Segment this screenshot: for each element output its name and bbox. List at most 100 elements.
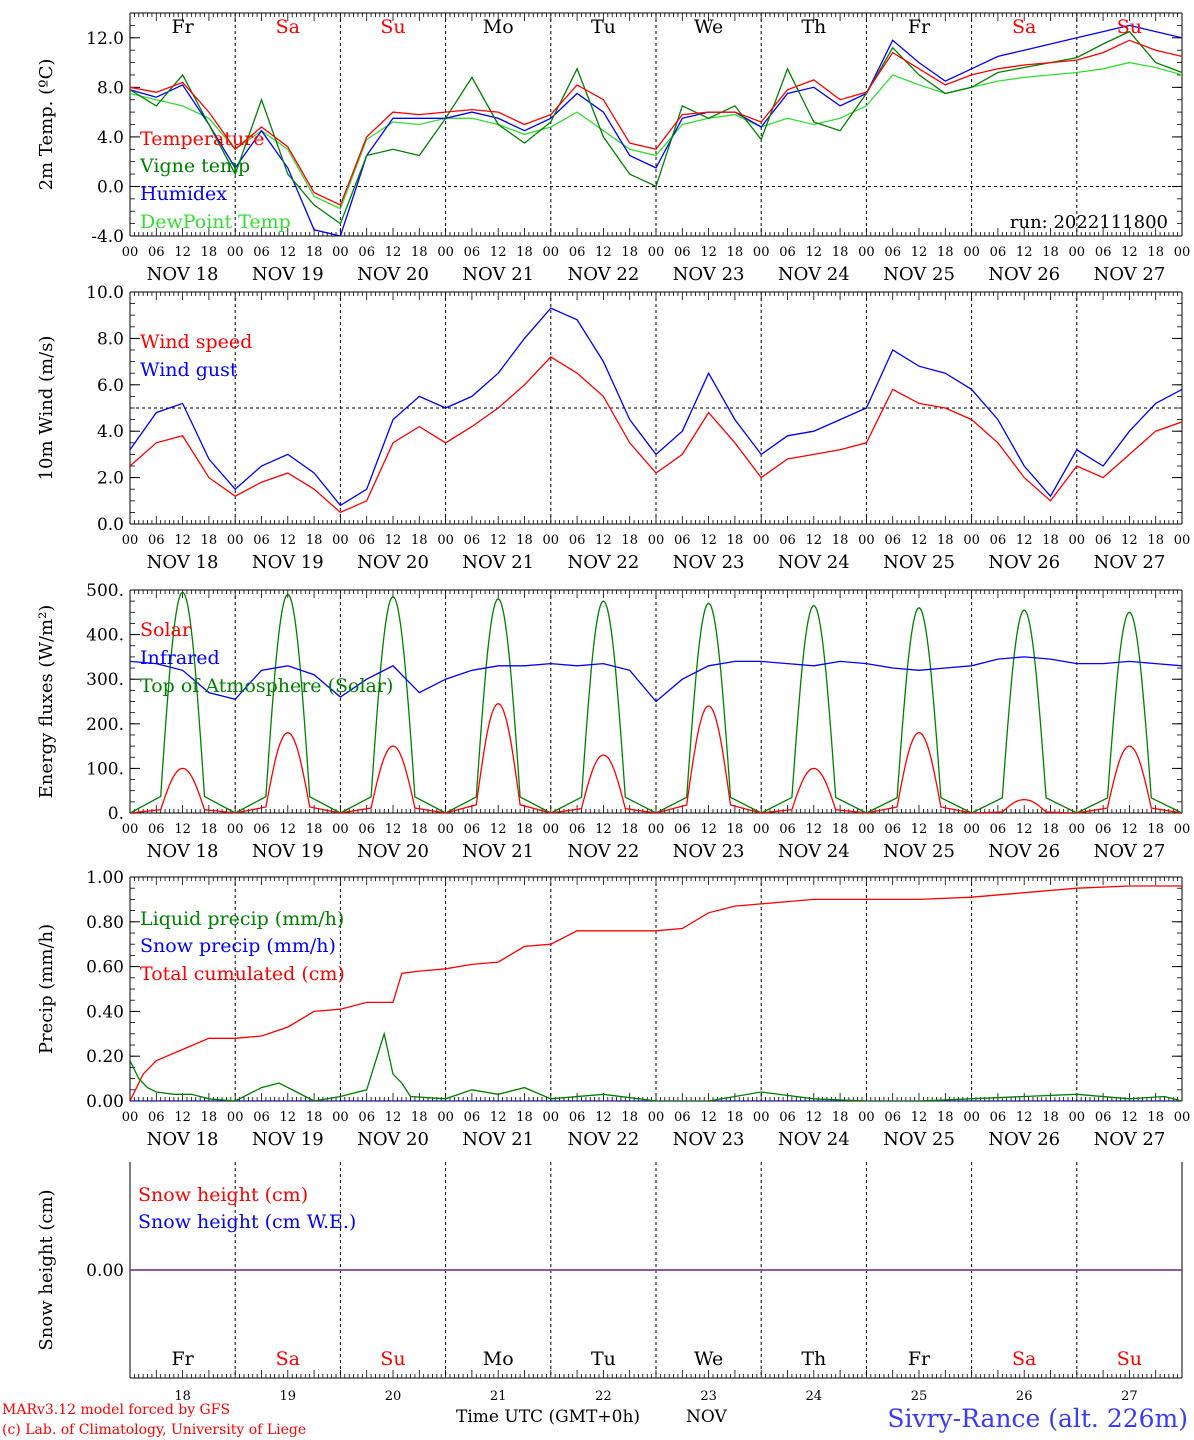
- series-line-infrared: [130, 656, 1182, 703]
- hour-label: 00: [437, 1110, 454, 1125]
- weekday-label: Fr: [908, 1348, 931, 1370]
- hour-label: 12: [1121, 1110, 1138, 1125]
- hour-label: 12: [595, 533, 612, 548]
- date-label: NOV 25: [883, 1129, 955, 1150]
- y-tick-label: 400.: [86, 626, 124, 646]
- hour-label: 06: [674, 245, 691, 260]
- hour-label: 18: [727, 1110, 744, 1125]
- hour-label: 18: [937, 533, 954, 548]
- hour-label: 18: [832, 245, 849, 260]
- date-label: NOV 27: [1093, 552, 1165, 573]
- hour-label: 12: [1016, 1110, 1033, 1125]
- date-label: NOV 23: [673, 1129, 745, 1150]
- date-label: NOV 20: [357, 264, 429, 285]
- hour-label: 06: [990, 245, 1007, 260]
- day-number: 27: [1121, 1389, 1138, 1404]
- y-tick-label: 4.0: [97, 422, 124, 442]
- hour-label: 00: [1069, 245, 1086, 260]
- date-label: NOV 27: [1093, 264, 1165, 285]
- hour-label: 12: [1016, 533, 1033, 548]
- hour-label: 12: [1016, 245, 1033, 260]
- weekday-label: Su: [1117, 16, 1142, 38]
- y-axis-title: 10m Wind (m/s): [36, 336, 57, 481]
- series-line-liquid-precip-mm-h-: [130, 1031, 1182, 1101]
- hour-label: 00: [963, 1110, 980, 1125]
- hour-label: 00: [963, 533, 980, 548]
- hour-label: 00: [227, 245, 244, 260]
- hour-label: 06: [569, 822, 586, 837]
- hour-label: 06: [464, 245, 481, 260]
- series-line-dewpoint-temp: [130, 61, 1182, 210]
- hour-label: 06: [253, 1110, 270, 1125]
- hour-label: 06: [464, 822, 481, 837]
- hour-label: 12: [595, 1110, 612, 1125]
- weekday-label: Th: [801, 1348, 826, 1370]
- date-label: NOV 19: [252, 264, 324, 285]
- legend-infrared: Infrared: [140, 647, 220, 669]
- y-axis-title: Energy fluxes (W/m²): [36, 605, 57, 799]
- date-label: NOV 26: [988, 552, 1060, 573]
- legend-vigne-temp: Vigne temp: [139, 155, 250, 177]
- hour-label: 18: [201, 822, 218, 837]
- hour-label: 12: [595, 245, 612, 260]
- y-tick-label: 1.00: [86, 868, 124, 888]
- date-label: NOV 25: [883, 552, 955, 573]
- date-label: NOV 23: [673, 841, 745, 862]
- weekday-label: Fr: [908, 16, 931, 38]
- hour-label: 06: [464, 533, 481, 548]
- hour-label: 00: [122, 245, 139, 260]
- hour-label: 00: [332, 822, 349, 837]
- date-label: NOV 27: [1093, 1129, 1165, 1150]
- hour-label: 18: [621, 533, 638, 548]
- hour-label: 00: [543, 533, 560, 548]
- series-line-humidex: [130, 24, 1182, 236]
- legend-humidex: Humidex: [140, 183, 227, 205]
- hour-label: 12: [595, 822, 612, 837]
- hour-label: 18: [937, 245, 954, 260]
- legend-snow-height-cm-: Snow height (cm): [138, 1184, 308, 1206]
- hour-label: 18: [832, 1110, 849, 1125]
- legend-wind-speed: Wind speed: [140, 331, 252, 353]
- weekday-label: Su: [380, 16, 405, 38]
- date-label: NOV 24: [778, 841, 850, 862]
- hour-label: 12: [700, 822, 717, 837]
- date-label: NOV 18: [147, 841, 219, 862]
- hour-label: 18: [516, 245, 533, 260]
- hour-label: 00: [858, 533, 875, 548]
- hour-label: 12: [490, 1110, 507, 1125]
- series-line-total-cumulated-cm-: [130, 885, 1182, 1101]
- hour-label: 00: [1174, 245, 1191, 260]
- hour-label: 18: [306, 245, 323, 260]
- weekday-label: Mo: [483, 16, 514, 38]
- series-line-top-of-atmosphere-solar-: [130, 591, 1182, 813]
- month-label: NOV: [686, 1407, 728, 1427]
- hour-label: 18: [1147, 822, 1164, 837]
- hour-label: 06: [148, 533, 165, 548]
- date-label: NOV 20: [357, 1129, 429, 1150]
- date-label: NOV 22: [567, 1129, 639, 1150]
- day-number: 23: [700, 1389, 717, 1404]
- hour-label: 06: [253, 822, 270, 837]
- weekday-label: Fr: [171, 1348, 194, 1370]
- date-label: NOV 21: [462, 841, 534, 862]
- date-label: NOV 24: [778, 264, 850, 285]
- hour-label: 12: [911, 822, 928, 837]
- hour-label: 00: [227, 1110, 244, 1125]
- hour-label: 00: [963, 245, 980, 260]
- hour-label: 06: [569, 533, 586, 548]
- y-tick-label: 0.0: [97, 177, 124, 197]
- hour-label: 12: [280, 1110, 297, 1125]
- date-label: NOV 26: [988, 1129, 1060, 1150]
- date-label: NOV 23: [673, 264, 745, 285]
- hour-label: 12: [806, 245, 823, 260]
- hour-label: 00: [543, 245, 560, 260]
- hour-label: 06: [884, 533, 901, 548]
- date-label: NOV 24: [778, 1129, 850, 1150]
- hour-label: 12: [385, 245, 402, 260]
- hour-label: 18: [306, 533, 323, 548]
- hour-label: 18: [832, 533, 849, 548]
- panel-2: [129, 291, 1183, 525]
- hour-label: 00: [858, 245, 875, 260]
- hour-label: 00: [753, 533, 770, 548]
- hour-label: 12: [174, 533, 191, 548]
